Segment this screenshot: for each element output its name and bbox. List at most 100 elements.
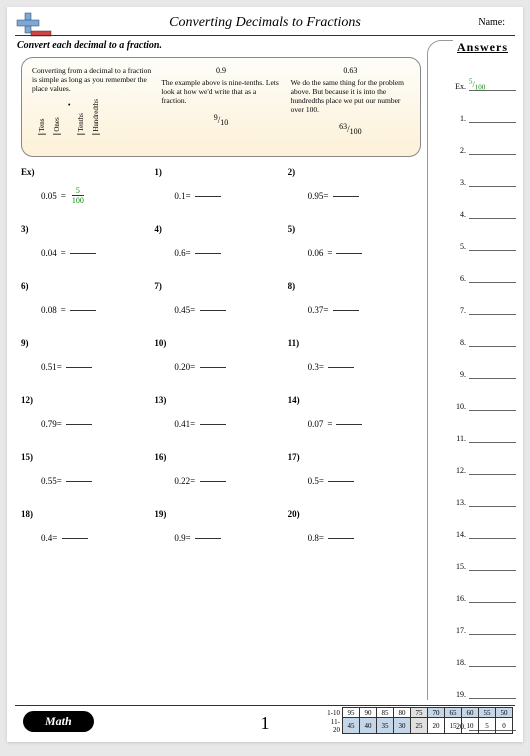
problem-number: 3) xyxy=(21,224,29,234)
problem-value: 0.9= xyxy=(174,533,190,543)
answer-line xyxy=(469,529,516,539)
answer-label: 16. xyxy=(450,594,466,603)
problem-number: 20) xyxy=(288,509,300,519)
instruction-col-2: 0.9 The example above is nine-tenths. Le… xyxy=(161,66,280,148)
problem-cell: 6)0.08 = xyxy=(21,281,154,338)
instruction-text: Convert each decimal to a fraction. xyxy=(17,40,162,51)
answer-row: 5. xyxy=(450,219,516,251)
answer-row: 7. xyxy=(450,283,516,315)
answer-label: 12. xyxy=(450,466,466,475)
answer-line xyxy=(469,241,516,251)
instruction-text-3: We do the same thing for the problem abo… xyxy=(291,78,410,114)
problem-row: Ex)0.05=51001)0.1= 2)0.95= xyxy=(21,167,421,224)
place-value-labels: Tens Ones • Tenths Hundredths xyxy=(38,99,151,135)
problem-value: 0.3= xyxy=(308,362,324,372)
answer-blank xyxy=(333,305,359,315)
problem-value: 0.5= xyxy=(308,476,324,486)
answer-blank xyxy=(328,476,354,486)
problem-value: 0.4= xyxy=(41,533,57,543)
answer-label: 3. xyxy=(450,178,466,187)
problem-number: 7) xyxy=(154,281,162,291)
answer-label: 8. xyxy=(450,338,466,347)
answer-label: 6. xyxy=(450,274,466,283)
problem-value: 0.41= xyxy=(174,419,195,429)
answer-label: 17. xyxy=(450,626,466,635)
answer-row: 6. xyxy=(450,251,516,283)
example-decimal-2: 0.9 xyxy=(161,66,280,75)
answer-row: 12. xyxy=(450,443,516,475)
answer-row: 2. xyxy=(450,123,516,155)
math-badge: Math xyxy=(23,711,94,732)
problem-value: 0.6= xyxy=(174,248,190,258)
answer-line xyxy=(469,145,516,155)
pv-tenths: Tenths xyxy=(77,99,85,135)
example-decimal-3: 0.63 xyxy=(291,66,410,75)
answer-blank xyxy=(66,362,92,372)
problem-cell: 8)0.37= xyxy=(288,281,421,338)
score-row-2: 11-20 45403530 2520151050 xyxy=(326,718,513,734)
problem-number: 18) xyxy=(21,509,33,519)
problem-number: 13) xyxy=(154,395,166,405)
problem-cell: 17)0.5= xyxy=(288,452,421,509)
answer-line xyxy=(469,401,516,411)
problem-cell: 19)0.9= xyxy=(154,509,287,566)
answer-blank xyxy=(195,191,221,201)
answer-blank xyxy=(200,476,226,486)
problem-cell: 15)0.55= xyxy=(21,452,154,509)
problem-row: 12)0.79= 13)0.41= 14)0.07 = xyxy=(21,395,421,452)
problem-value: 0.07 xyxy=(308,419,324,429)
problem-cell: 12)0.79= xyxy=(21,395,154,452)
answer-blank xyxy=(200,305,226,315)
answer-line: 5/100 xyxy=(469,81,516,91)
worksheet-page: Converting Decimals to Fractions Name: C… xyxy=(7,7,523,742)
answer-row-ex: Ex.5/100 xyxy=(450,59,516,91)
problem-cell: 7)0.45= xyxy=(154,281,287,338)
answer-line xyxy=(469,657,516,667)
answer-row: 13. xyxy=(450,475,516,507)
answer-row: 18. xyxy=(450,635,516,667)
example-fraction-3: 63/100 xyxy=(291,122,410,136)
problem-cell: 13) 0.41= xyxy=(154,395,287,452)
answer-blank xyxy=(195,533,221,543)
answer-label: Ex. xyxy=(450,82,466,91)
answer-blank xyxy=(328,533,354,543)
problem-value: 0.08 xyxy=(41,305,57,315)
problem-value: 0.37= xyxy=(308,305,329,315)
name-label: Name: xyxy=(478,17,505,28)
answer-row: 3. xyxy=(450,155,516,187)
answer-row: 11. xyxy=(450,411,516,443)
header-rule xyxy=(15,35,515,36)
problem-number: 12) xyxy=(21,395,33,405)
answer-row: 9. xyxy=(450,347,516,379)
worksheet-title: Converting Decimals to Fractions xyxy=(7,15,523,31)
answer-label: 9. xyxy=(450,370,466,379)
problem-cell: 20)0.8= xyxy=(288,509,421,566)
problems-grid: Ex)0.05=51001)0.1= 2)0.95= 3)0.04 = 4)0.… xyxy=(21,167,421,566)
pv-tens: Tens xyxy=(38,99,46,135)
problem-cell: 10)0.20= xyxy=(154,338,287,395)
answer-blank xyxy=(62,533,88,543)
problem-value: 0.06 xyxy=(308,248,324,258)
answer-label: 2. xyxy=(450,146,466,155)
problem-value: 0.04 xyxy=(41,248,57,258)
answer-line xyxy=(469,337,516,347)
answer-label: 7. xyxy=(450,306,466,315)
score-table: 1-10 95908580 757065605550 11-20 4540353… xyxy=(326,707,514,734)
problem-row: 15)0.55= 16)0.22= 17)0.5= xyxy=(21,452,421,509)
answer-row: 10. xyxy=(450,379,516,411)
example-answer-fraction: 5100 xyxy=(72,187,84,205)
answer-line xyxy=(469,625,516,635)
answer-blank xyxy=(336,248,362,258)
problem-value: 0.22= xyxy=(174,476,195,486)
problem-value: 0.20= xyxy=(174,362,195,372)
answer-blank xyxy=(66,476,92,486)
page-number: 1 xyxy=(261,713,270,734)
problem-value: 0.05 xyxy=(41,191,57,201)
problem-row: 6)0.08 = 7)0.45= 8)0.37= xyxy=(21,281,421,338)
problem-number: 11) xyxy=(288,338,300,348)
pv-hundredths: Hundredths xyxy=(92,99,100,135)
answer-line xyxy=(469,561,516,571)
answers-column: Ex.5/1001.2.3.4.5.6.7.8.9.10.11.12.13.14… xyxy=(450,59,516,731)
answer-line xyxy=(469,209,516,219)
answer-row: 4. xyxy=(450,187,516,219)
